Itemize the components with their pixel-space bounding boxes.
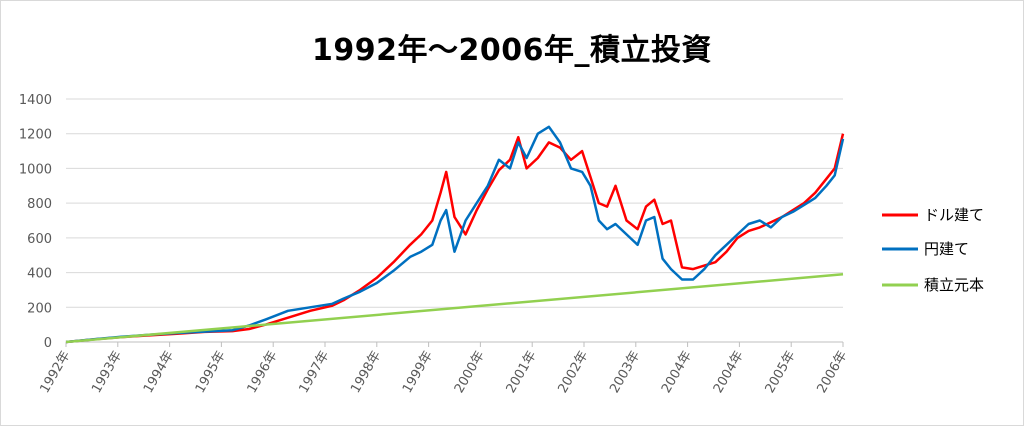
y-tick-label: 0 [44,336,52,351]
x-tick-label: 1998年 [348,349,384,396]
x-tick-label: 2003年 [607,349,643,396]
legend-label: 円建て [924,240,969,258]
x-tick-label: 1996年 [245,349,281,396]
x-tick-label: 2004年 [659,349,695,396]
x-tick-label: 1994年 [141,349,177,396]
y-tick-label: 400 [27,267,52,282]
x-tick-label: 2000年 [452,349,488,396]
x-tick-label: 2006年 [814,349,850,396]
y-tick-label: 1400 [19,93,52,108]
x-tick-label: 2002年 [555,349,591,396]
y-tick-label: 200 [27,301,52,316]
y-tick-label: 800 [27,197,52,212]
legend-label: ドル建て [924,206,984,224]
y-tick-label: 600 [27,232,52,247]
chart-title: 1992年～2006年_積立投資 [312,33,712,68]
x-tick-label: 2001年 [504,349,540,396]
series-line-1 [65,133,845,344]
series-line-3 [65,273,844,344]
x-tick-label: 1999年 [400,349,436,396]
y-tick-label: 1200 [19,128,52,143]
x-tick-label: 1993年 [89,349,125,396]
legend-label: 積立元本 [924,276,984,294]
x-tick-label: 1995年 [193,349,229,396]
x-tick-label: 2004年 [711,349,747,396]
x-tick-label: 1992年 [37,349,73,396]
x-tick-label: 2005年 [763,349,799,396]
y-tick-label: 1000 [19,162,52,177]
series-line-2 [65,125,845,344]
x-tick-label: 1997年 [296,349,332,396]
